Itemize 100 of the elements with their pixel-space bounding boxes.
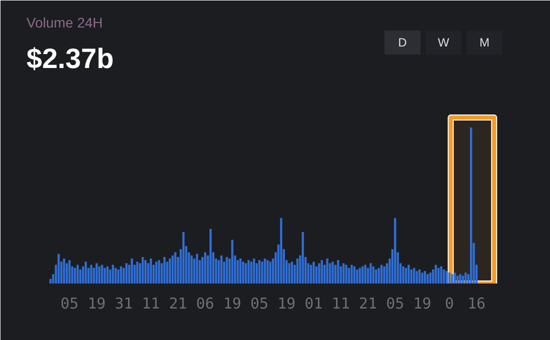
bar bbox=[437, 268, 440, 284]
bar bbox=[296, 258, 299, 284]
bar bbox=[383, 266, 386, 284]
bar bbox=[459, 274, 462, 284]
x-tick-label: 31 bbox=[114, 294, 133, 312]
bar bbox=[269, 262, 272, 284]
bar bbox=[242, 262, 244, 284]
bar bbox=[470, 128, 472, 284]
bar bbox=[410, 269, 412, 284]
bar bbox=[456, 276, 459, 284]
bar bbox=[326, 258, 328, 284]
x-tick-label: 19 bbox=[88, 294, 106, 312]
bar bbox=[266, 260, 269, 284]
bar bbox=[358, 268, 361, 284]
bar bbox=[250, 262, 252, 284]
bar bbox=[144, 260, 147, 284]
bar bbox=[210, 228, 212, 284]
x-tick-label: 11 bbox=[332, 294, 350, 312]
bar bbox=[247, 260, 250, 284]
bar bbox=[231, 240, 234, 284]
bar bbox=[201, 256, 204, 284]
bar bbox=[74, 268, 76, 284]
bar bbox=[142, 256, 144, 284]
bar bbox=[418, 269, 421, 284]
x-tick-label: 11 bbox=[142, 294, 160, 312]
bar bbox=[174, 252, 176, 284]
x-tick-label: 19 bbox=[278, 294, 296, 312]
bar bbox=[244, 263, 247, 284]
bar bbox=[130, 258, 133, 284]
bar bbox=[378, 268, 380, 284]
bar bbox=[432, 269, 434, 284]
bar bbox=[204, 252, 206, 284]
bar bbox=[258, 260, 261, 284]
bar bbox=[120, 266, 122, 284]
bar bbox=[155, 262, 158, 284]
bar bbox=[318, 263, 320, 284]
bar bbox=[375, 269, 378, 284]
bar bbox=[163, 256, 166, 284]
bar bbox=[109, 269, 112, 284]
bar bbox=[168, 258, 171, 284]
bar bbox=[413, 268, 416, 284]
bar bbox=[136, 262, 138, 284]
bar bbox=[125, 263, 128, 284]
bar bbox=[220, 255, 223, 284]
bar bbox=[440, 266, 442, 284]
bar bbox=[98, 266, 100, 284]
x-tick-label: 21 bbox=[358, 294, 377, 312]
bar bbox=[361, 266, 364, 284]
x-tick-label: 19 bbox=[413, 294, 432, 312]
x-tick-label: 16 bbox=[467, 294, 486, 312]
bar bbox=[114, 268, 117, 284]
text: D bbox=[398, 36, 408, 50]
bar bbox=[261, 262, 264, 284]
bar bbox=[348, 268, 350, 284]
chart-title: Volume 24H bbox=[26, 14, 103, 30]
chart-subtitle: $2.37b bbox=[26, 43, 114, 74]
x-tick-label: 21 bbox=[169, 294, 188, 312]
bar bbox=[364, 264, 366, 284]
bar bbox=[106, 266, 109, 284]
bar bbox=[345, 264, 348, 284]
bar bbox=[426, 274, 429, 284]
bar bbox=[252, 258, 256, 284]
bar bbox=[226, 256, 228, 284]
bar bbox=[90, 264, 92, 284]
bar bbox=[462, 276, 464, 284]
bar bbox=[58, 254, 60, 284]
x-tick-label: 05 bbox=[386, 294, 404, 312]
bar bbox=[182, 232, 185, 284]
bar bbox=[353, 266, 356, 284]
x-tick-label: 01 bbox=[304, 294, 323, 312]
x-tick-label: 05 bbox=[60, 294, 79, 312]
bar bbox=[332, 262, 334, 284]
bar bbox=[424, 271, 426, 284]
x-tick-label: 05 bbox=[250, 294, 268, 312]
bar bbox=[76, 264, 79, 284]
bar bbox=[112, 264, 114, 284]
bar bbox=[370, 263, 372, 284]
x-tick-label: 06 bbox=[196, 294, 214, 312]
bar bbox=[117, 269, 120, 284]
bar bbox=[454, 272, 456, 284]
bar bbox=[280, 218, 282, 284]
text: W bbox=[438, 36, 450, 50]
bar bbox=[380, 264, 383, 284]
bar bbox=[421, 272, 424, 284]
x-tick-label: 0 bbox=[444, 294, 454, 312]
x-tick-label: 19 bbox=[223, 294, 242, 312]
bar bbox=[96, 263, 98, 284]
bar bbox=[394, 218, 396, 284]
bar bbox=[158, 260, 160, 284]
bar bbox=[408, 264, 410, 284]
bar bbox=[68, 260, 71, 284]
bar bbox=[239, 258, 242, 284]
bar bbox=[196, 254, 198, 284]
bar bbox=[464, 272, 467, 284]
bar bbox=[337, 260, 340, 284]
bar bbox=[84, 262, 87, 284]
bar bbox=[402, 266, 404, 284]
bar bbox=[100, 264, 104, 284]
bar bbox=[62, 258, 66, 284]
bar bbox=[416, 271, 418, 284]
